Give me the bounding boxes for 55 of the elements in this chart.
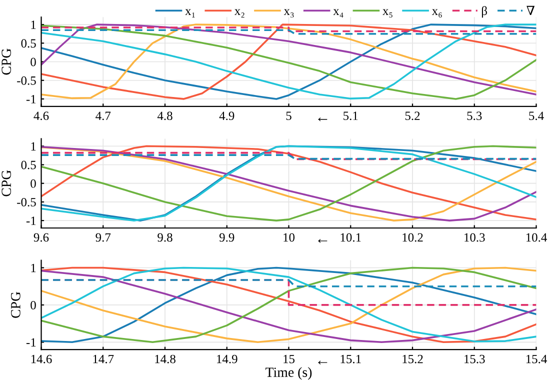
x-tick-label: 15.2 xyxy=(402,354,423,364)
x-tick-label: 15.4 xyxy=(526,354,547,364)
x-tick-label: 5.4 xyxy=(529,112,544,120)
y-tick-label: 0.5 xyxy=(21,160,36,170)
x-tick-label: 4.7 xyxy=(96,112,111,120)
x-tick-label: 10.1 xyxy=(340,233,361,242)
x-tick-label: 10 xyxy=(284,233,295,242)
x-tick-label: 10.2 xyxy=(402,233,423,242)
x-tick-label: 10.4 xyxy=(526,233,547,242)
y-axis-title: CPG xyxy=(2,170,12,196)
x-tick-label: 14.9 xyxy=(217,354,238,364)
x-tick-label: 5.2 xyxy=(405,112,420,120)
y-tick-label: 1 xyxy=(31,20,36,29)
y-axis-title: CPG xyxy=(11,292,20,318)
y-tick-label: -0.5 xyxy=(17,76,36,85)
x-tick-label: 14.6 xyxy=(31,354,52,364)
x-tick-label: 9.7 xyxy=(96,233,111,242)
x-tick-label: 4.8 xyxy=(157,112,172,120)
y-tick-label: -1 xyxy=(26,216,36,225)
x-tick-label: 5 xyxy=(286,112,292,120)
x-tick-label: 9.9 xyxy=(219,233,234,242)
y-tick-label: -0.5 xyxy=(17,198,36,206)
legend-label: x₁ xyxy=(185,9,195,18)
legend-label: x₆ xyxy=(432,9,442,18)
x-tick-label: 15 xyxy=(284,354,295,364)
text: ← xyxy=(318,239,328,243)
x-tick-label: 4.6 xyxy=(34,112,49,120)
y-tick-label: -1 xyxy=(26,95,36,104)
y-tick-label: 0 xyxy=(30,300,36,310)
y-tick-label: 0 xyxy=(30,58,36,66)
legend-label: x₂ xyxy=(234,9,244,18)
text: ← xyxy=(318,360,328,364)
legend-label: x₄ xyxy=(333,9,344,18)
text: ← xyxy=(318,118,328,122)
x-tick-label: 5.1 xyxy=(344,112,358,120)
x-tick-label: 14.8 xyxy=(155,354,176,364)
legend-label: β xyxy=(482,6,487,18)
y-tick-label: 0.5 xyxy=(21,39,36,48)
x-tick-label: 10.3 xyxy=(464,233,485,242)
y-tick-label: 1 xyxy=(31,142,36,150)
legend-label: x₃ xyxy=(284,9,294,18)
x-tick-label: 14.7 xyxy=(93,354,114,364)
x-tick-label: 9.6 xyxy=(34,233,49,242)
y-axis-title: CPG xyxy=(2,48,12,75)
x-tick-label: 5.3 xyxy=(467,112,482,120)
x-tick-label: 4.9 xyxy=(219,112,234,120)
y-tick-label: 1 xyxy=(31,264,36,272)
x-tick-label: 15.3 xyxy=(464,354,485,364)
y-tick-label: 0 xyxy=(30,179,36,188)
legend-label: x₅ xyxy=(382,9,392,18)
legend-label: ∇ xyxy=(526,6,535,15)
x-tick-label: 9.8 xyxy=(158,233,172,242)
x-axis-title: Time (s) xyxy=(266,367,312,380)
y-tick-label: -1 xyxy=(26,338,36,346)
x-tick-label: 15.1 xyxy=(340,354,361,364)
